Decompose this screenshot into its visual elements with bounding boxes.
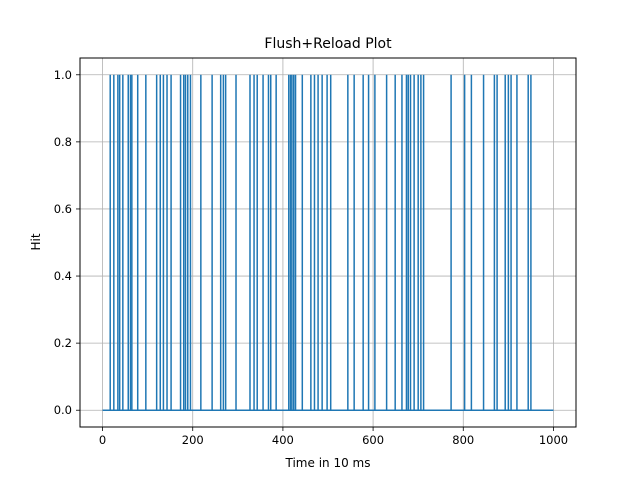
y-axis-label: Hit <box>29 233 43 250</box>
x-tick-label: 800 <box>452 433 474 447</box>
x-axis-label: Time in 10 ms <box>285 456 371 470</box>
x-tick-label: 1000 <box>539 433 568 447</box>
series-line-group <box>102 74 554 411</box>
y-tick-label: 0.4 <box>54 269 72 283</box>
y-tick-label: 0.2 <box>54 336 72 350</box>
chart-title: Flush+Reload Plot <box>264 36 392 52</box>
y-tick-label: 1.0 <box>54 68 72 82</box>
x-axis-ticks: 0 200 400 600 800 1000 <box>99 427 568 447</box>
x-tick-label: 400 <box>272 433 294 447</box>
x-tick-label: 0 <box>99 433 106 447</box>
x-tick-label: 600 <box>362 433 384 447</box>
y-tick-label: 0.8 <box>54 135 72 149</box>
plot-frame <box>79 57 577 428</box>
y-tick-label: 0.6 <box>54 202 72 216</box>
y-axis-ticks: 0.0 0.2 0.4 0.6 0.8 1.0 <box>54 68 80 417</box>
y-tick-label: 0.0 <box>54 403 72 417</box>
x-tick-label: 200 <box>182 433 204 447</box>
